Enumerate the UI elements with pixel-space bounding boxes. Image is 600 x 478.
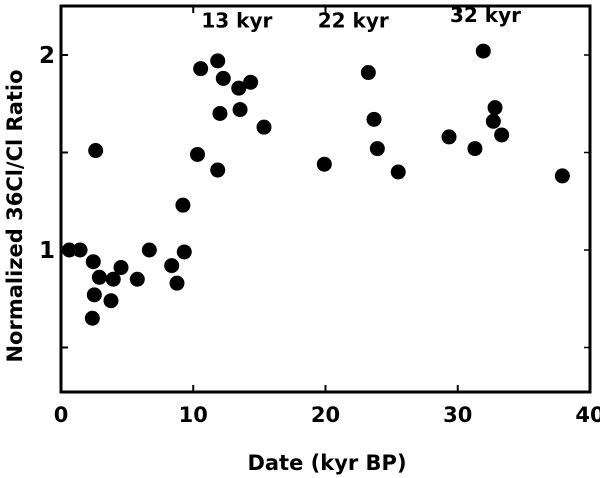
annotation-label: 32 kyr: [450, 3, 521, 27]
x-axis-ticks: 0 10 20 30 40: [54, 6, 600, 427]
data-point: [231, 80, 247, 96]
data-point: [256, 119, 272, 135]
data-point: [210, 53, 226, 69]
annotations: 13 kyr 22 kyr 32 kyr: [201, 3, 521, 33]
data-point: [189, 146, 205, 162]
data-point: [164, 258, 180, 274]
x-tick-label: 30: [443, 403, 472, 427]
data-point: [554, 168, 570, 184]
x-tick-label: 40: [575, 403, 600, 427]
data-point: [487, 100, 503, 116]
x-axis-label: Date (kyr BP): [247, 451, 406, 475]
data-point: [88, 143, 104, 159]
data-point: [467, 141, 483, 157]
data-point: [141, 242, 157, 258]
data-point: [61, 242, 77, 258]
data-point: [86, 287, 102, 303]
data-point: [475, 43, 491, 59]
y-tick-label: 2: [39, 43, 55, 69]
data-point: [360, 65, 376, 81]
data-point: [215, 70, 231, 86]
data-point: [232, 102, 248, 118]
y-axis-ticks: 12: [39, 43, 590, 349]
data-point: [85, 254, 101, 270]
data-point: [316, 156, 332, 172]
data-point: [175, 197, 191, 213]
y-tick-label: 1: [39, 238, 55, 264]
data-point: [176, 244, 192, 260]
data-point: [369, 141, 385, 157]
data-point: [212, 106, 228, 121]
data-point: [210, 162, 226, 178]
data-point: [390, 164, 406, 180]
plot-frame: [59, 4, 592, 394]
annotation-label: 13 kyr: [201, 9, 272, 33]
y-axis-label: Normalized 36Cl/Cl Ratio: [3, 69, 27, 362]
x-tick-label: 0: [54, 403, 69, 427]
data-point: [103, 293, 119, 309]
data-point: [105, 271, 121, 287]
data-point: [441, 129, 457, 145]
data-point: [243, 74, 259, 90]
data-point: [494, 127, 510, 143]
data-point: [129, 271, 145, 287]
data-point: [193, 61, 209, 77]
data-point: [91, 269, 107, 285]
annotation-label: 22 kyr: [318, 9, 389, 33]
data-point: [169, 275, 185, 291]
data-point: [113, 260, 129, 276]
x-tick-label: 20: [311, 403, 340, 427]
data-point: [366, 111, 382, 127]
data-point: [485, 113, 501, 129]
data-point: [84, 310, 100, 326]
x-tick-label: 10: [179, 403, 208, 427]
data-points: [61, 43, 570, 326]
data-point: [72, 242, 88, 258]
